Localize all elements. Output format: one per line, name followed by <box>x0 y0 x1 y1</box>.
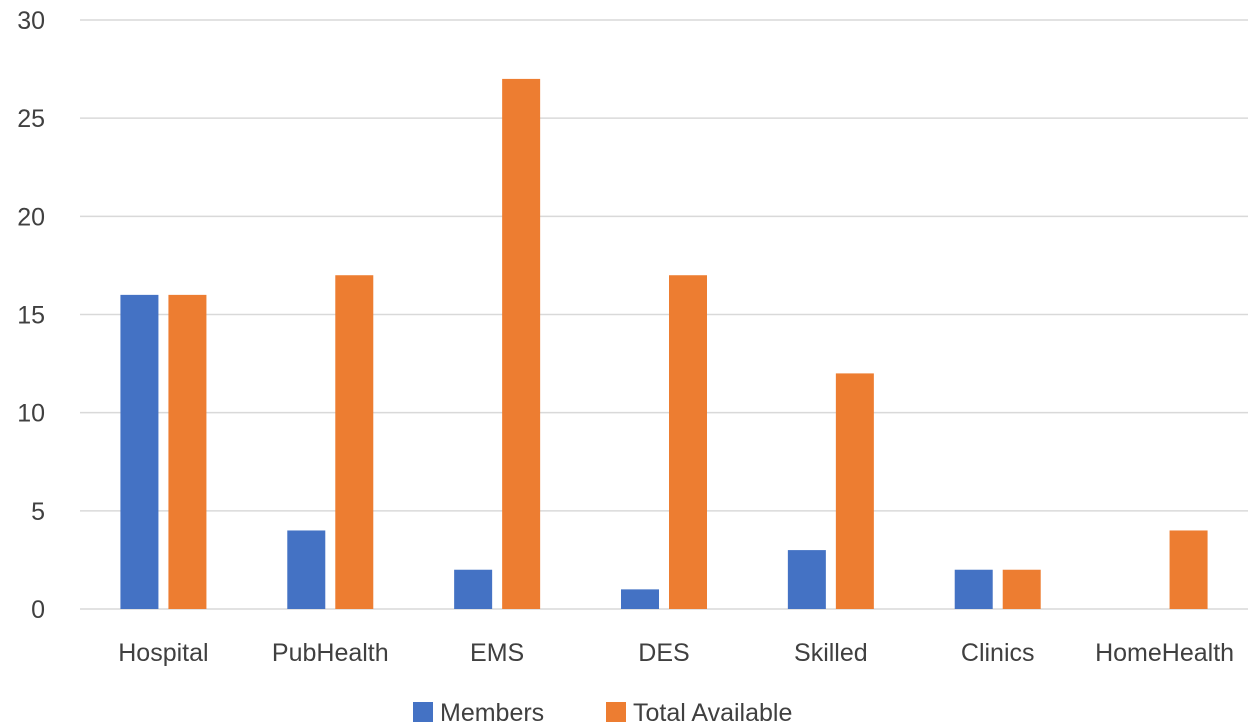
bar-total-available-homehealth <box>1169 530 1208 609</box>
y-tick-label-0: 0 <box>31 596 45 624</box>
bar-members-ems <box>454 569 493 609</box>
x-tick-label-clinics: Clinics <box>961 639 1035 667</box>
legend-label-total-available: Total Available <box>633 699 792 727</box>
y-tick-label-20: 20 <box>17 203 45 231</box>
x-tick-label-hospital: Hospital <box>118 639 208 667</box>
legend: Members Total Available <box>413 699 792 727</box>
x-tick-label-ems: EMS <box>470 639 524 667</box>
bar-members-des <box>621 589 659 609</box>
x-tick-label-homehealth: HomeHealth <box>1095 639 1234 667</box>
y-tick-label-30: 30 <box>17 7 45 35</box>
bar-total-available-hospital <box>168 294 207 609</box>
bar-members-clinics <box>954 569 993 609</box>
bar-total-available-skilled <box>835 373 874 609</box>
gridlines <box>80 19 1248 610</box>
legend-swatch-members <box>413 702 433 722</box>
x-axis-tick-labels: Hospital PubHealth EMS DES Skilled Clinics Hom… <box>118 639 1234 667</box>
bars <box>120 78 1208 609</box>
y-tick-label-10: 10 <box>17 400 45 428</box>
x-tick-label-pubhealth: PubHealth <box>272 639 389 667</box>
legend-swatch-total-available <box>606 702 626 722</box>
y-axis-tick-labels: 0 5 10 15 20 25 30 <box>17 7 45 624</box>
y-tick-label-5: 5 <box>31 498 45 526</box>
bar-total-available-clinics <box>1002 569 1041 609</box>
bar-members-skilled <box>787 550 826 609</box>
bar-total-available-des <box>669 275 707 609</box>
bar-members-pubhealth <box>287 530 326 609</box>
bar-total-available-ems <box>502 78 541 609</box>
bar-total-available-pubhealth <box>335 275 374 609</box>
x-tick-label-des: DES <box>638 639 689 667</box>
y-tick-label-25: 25 <box>17 105 45 133</box>
x-tick-label-skilled: Skilled <box>794 639 868 667</box>
y-tick-label-15: 15 <box>17 302 45 330</box>
legend-label-members: Members <box>440 699 544 727</box>
bar-members-hospital <box>120 294 159 609</box>
